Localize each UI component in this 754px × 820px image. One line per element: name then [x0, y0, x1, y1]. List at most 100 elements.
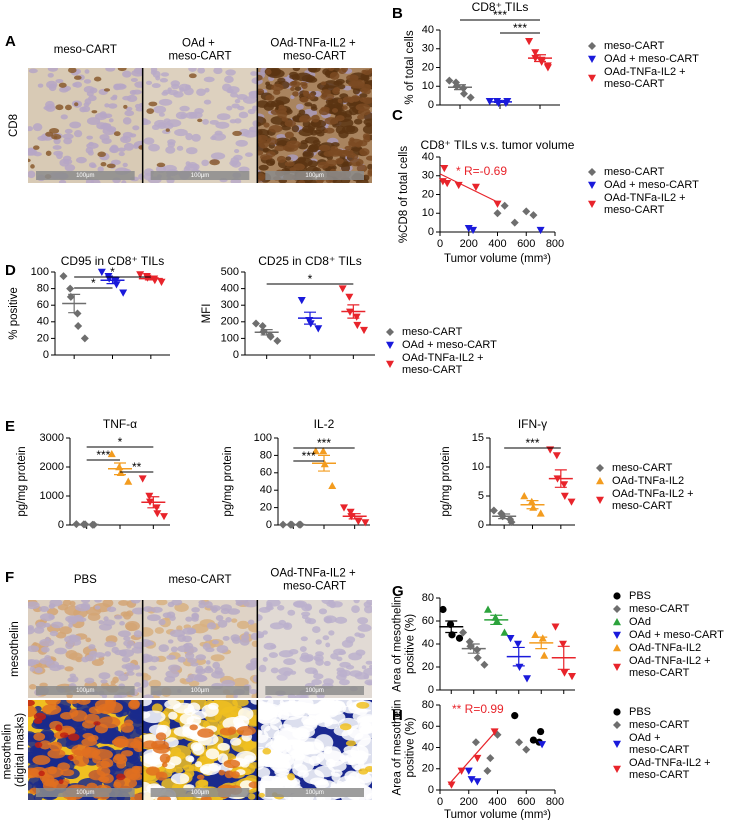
data-point	[537, 727, 545, 736]
texture	[365, 660, 373, 665]
texture	[289, 74, 299, 80]
texture	[196, 774, 205, 780]
texture	[322, 635, 330, 641]
texture	[278, 619, 287, 626]
texture	[263, 103, 274, 111]
scale-bar	[150, 686, 250, 695]
data-point	[328, 481, 337, 490]
texture	[250, 700, 258, 705]
legend-marker	[596, 464, 604, 472]
texture	[93, 721, 101, 726]
texture	[257, 614, 263, 622]
data-point	[559, 640, 567, 648]
y-tick-label: 100	[221, 332, 239, 344]
texture	[34, 741, 43, 749]
texture	[57, 664, 65, 670]
data-point	[529, 211, 538, 220]
legend-marker	[613, 605, 621, 613]
texture	[323, 660, 331, 666]
texture	[115, 773, 126, 781]
texture	[39, 740, 52, 750]
data-point	[525, 38, 534, 46]
texture	[289, 80, 301, 88]
texture	[263, 642, 276, 650]
text-line: meso-CART	[629, 744, 690, 756]
annotation: * R=-0.69	[456, 164, 507, 178]
data-point	[464, 767, 473, 775]
texture	[360, 87, 369, 94]
texture	[39, 605, 50, 612]
texture	[244, 152, 253, 157]
texture	[32, 642, 38, 647]
texture	[142, 639, 152, 647]
data-point	[345, 293, 354, 301]
texture	[41, 766, 64, 778]
texture	[190, 742, 203, 752]
column-label: OAd-TNFa-IL2 + meso-CART	[270, 568, 359, 593]
error-bar	[445, 620, 458, 634]
texture	[268, 68, 280, 76]
texture	[198, 602, 206, 609]
y-tick-label: 60	[422, 720, 434, 732]
texture	[216, 113, 231, 121]
texture	[243, 631, 250, 636]
texture	[323, 746, 342, 763]
texture	[121, 656, 131, 663]
texture	[81, 600, 91, 604]
data-point	[273, 336, 282, 345]
data-point	[97, 268, 106, 276]
error-bar	[498, 513, 511, 520]
micrograph	[257, 700, 373, 800]
texture	[334, 616, 348, 624]
texture	[257, 88, 265, 94]
texture	[299, 646, 307, 652]
texture	[94, 652, 106, 658]
legend-marker	[596, 477, 604, 485]
texture	[257, 173, 266, 180]
data-point	[346, 508, 355, 516]
data-point	[160, 513, 168, 521]
texture	[80, 602, 91, 610]
texture	[122, 162, 128, 168]
texture	[205, 665, 212, 671]
texture	[239, 638, 250, 646]
texture	[162, 89, 172, 95]
y-tick-label: 5	[478, 490, 484, 502]
texture	[34, 667, 43, 674]
y-axis-label: positive (%)	[405, 614, 417, 674]
texture	[309, 145, 316, 150]
y-tick-label: 0	[58, 519, 64, 531]
y-tick-label: 80	[422, 699, 434, 711]
texture	[336, 667, 345, 673]
texture	[145, 80, 153, 85]
texture	[179, 105, 190, 112]
texture	[212, 639, 219, 645]
legend-marker	[588, 55, 596, 63]
y-tick-label: 60	[260, 467, 272, 479]
texture	[247, 664, 257, 671]
texture	[367, 168, 373, 175]
text-line: meso-CART	[604, 204, 665, 216]
texture	[158, 619, 166, 626]
texture	[167, 639, 174, 644]
data-point	[486, 754, 495, 763]
data-point	[540, 651, 549, 659]
texture	[258, 664, 267, 673]
texture	[307, 68, 321, 73]
texture	[45, 700, 61, 706]
texture	[268, 652, 279, 658]
texture	[258, 792, 265, 798]
texture	[293, 755, 315, 773]
texture	[54, 647, 67, 655]
micrograph	[28, 68, 143, 183]
data-point	[457, 767, 466, 775]
data-point	[447, 781, 456, 789]
texture	[47, 749, 66, 759]
texture	[331, 142, 340, 148]
texture	[103, 88, 111, 92]
text-line: OAd-TNFa-IL2 +	[270, 38, 359, 50]
x-tick-label: 0	[437, 238, 443, 250]
texture	[123, 104, 128, 109]
texture	[278, 106, 287, 113]
